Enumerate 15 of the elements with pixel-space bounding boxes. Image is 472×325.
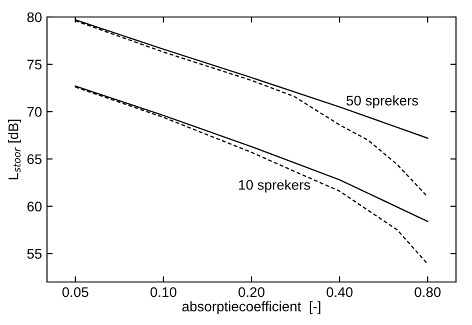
x-tick-label: 0.05 — [62, 287, 88, 298]
y-axis-title: L$_{stoor}$ [dB] — [8, 120, 22, 180]
y-tick-label: 70 — [27, 106, 42, 117]
y-tick-label: 80 — [27, 12, 42, 22]
y-tick-label: 55 — [27, 249, 42, 259]
y-tick-label: 75 — [27, 60, 42, 70]
y-tick-label: 65 — [27, 154, 42, 164]
x-axis-title: absorptiecoefficient [-] — [182, 301, 320, 314]
annotation: 10 sprekers — [239, 180, 310, 193]
x-tick-label: 0.80 — [414, 287, 441, 298]
x-tick-label: 0.20 — [238, 287, 264, 298]
x-tick-label: 0.10 — [150, 287, 176, 298]
annotation: 50 sprekers — [346, 95, 418, 108]
y-tick-label: 60 — [27, 202, 42, 212]
x-tick-label: 0.40 — [326, 287, 353, 298]
